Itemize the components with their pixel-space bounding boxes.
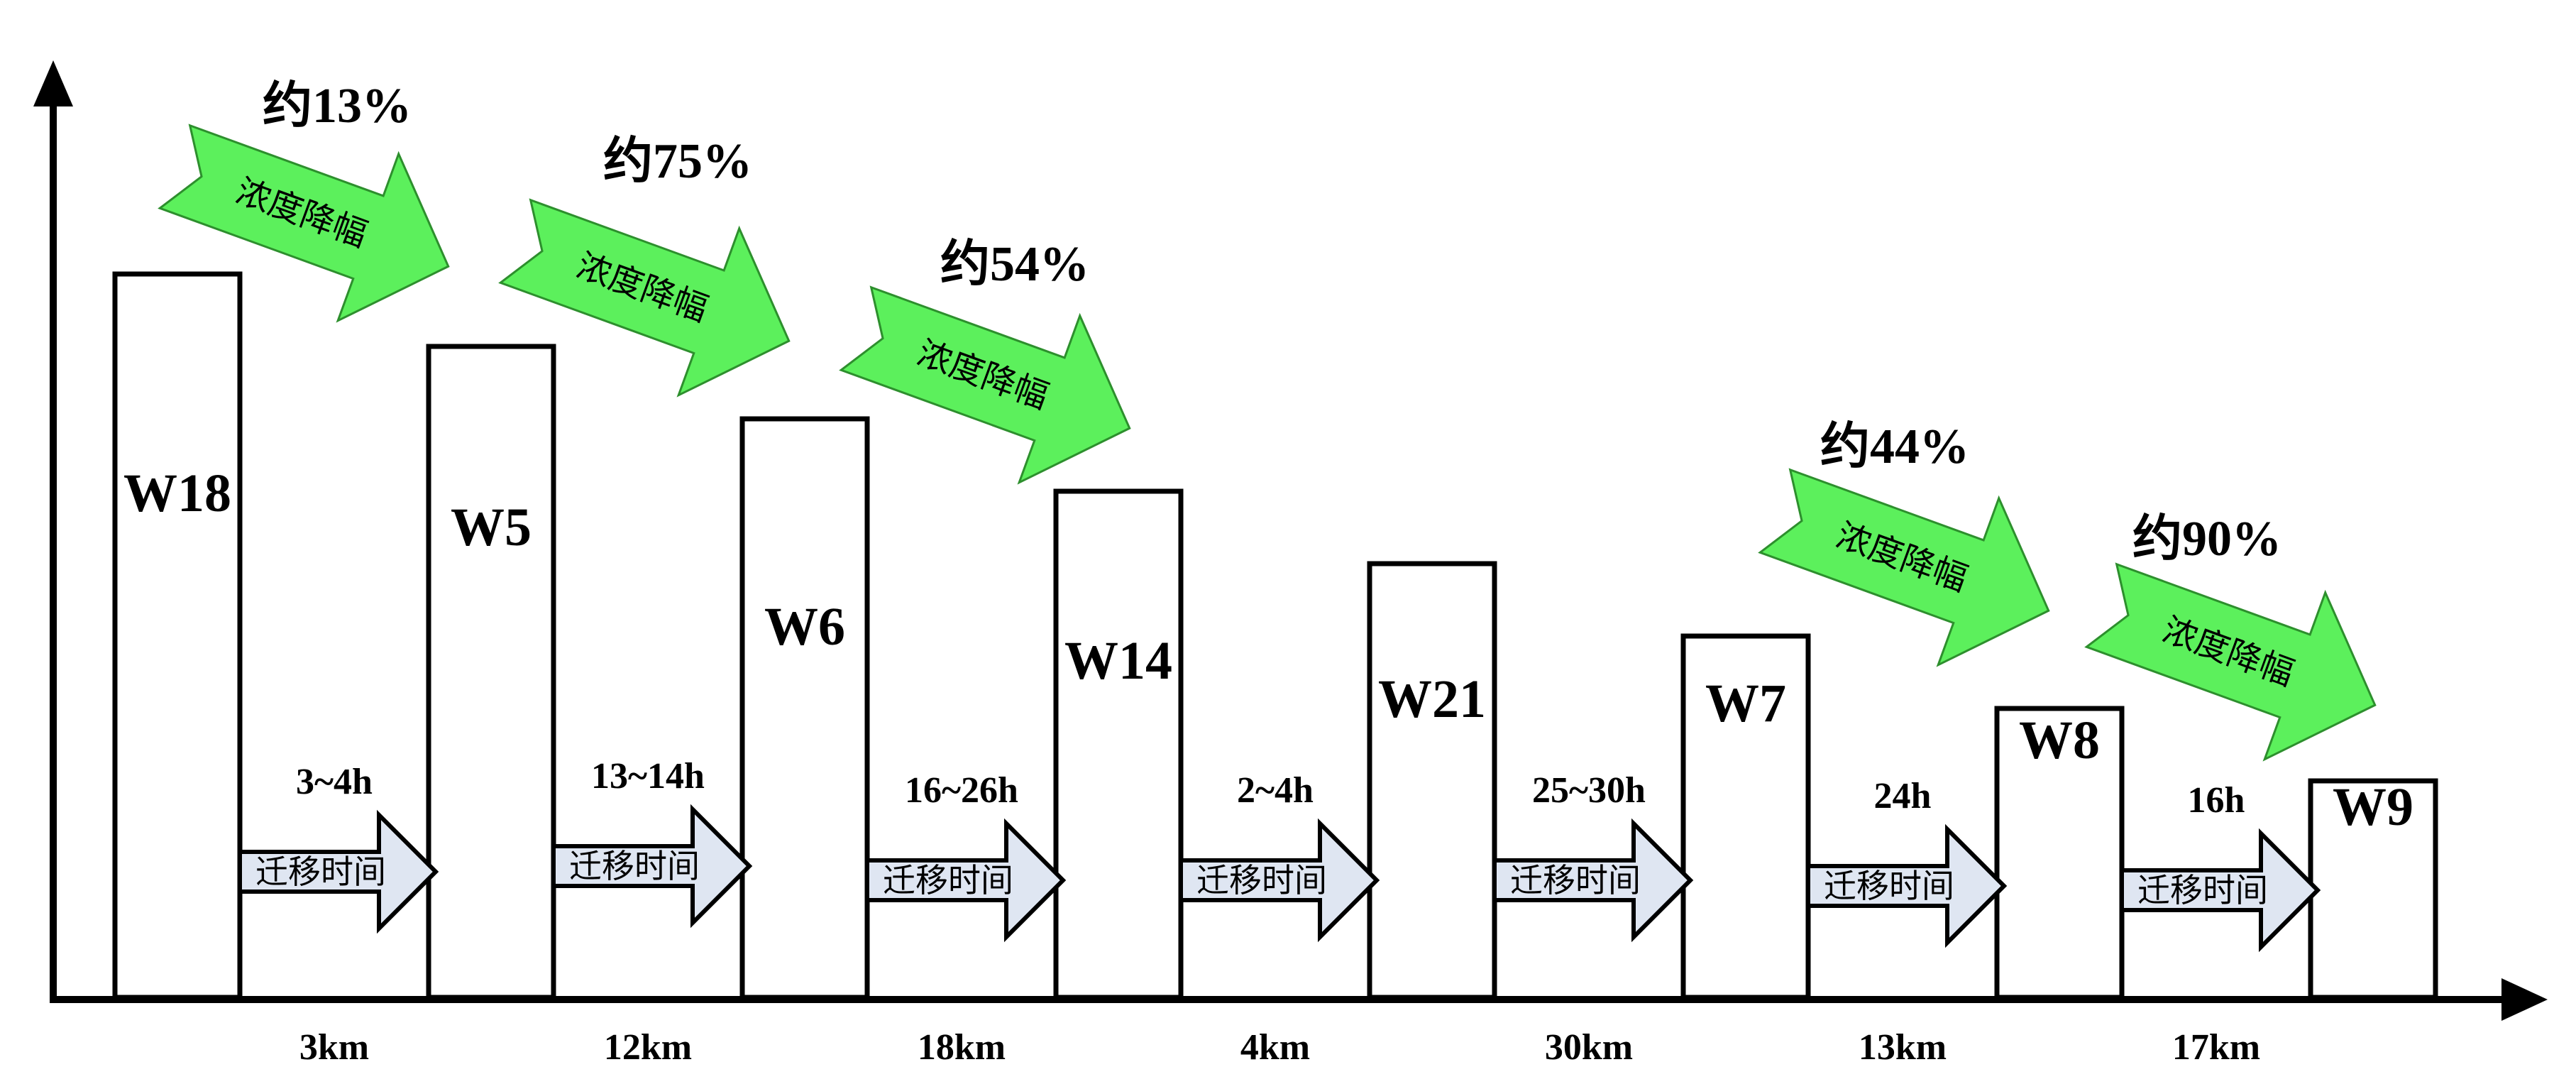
migration-time-arrow-label: 迁移时间 — [1824, 867, 1954, 905]
migration-time-arrow — [865, 818, 1067, 943]
migration-time-arrows — [238, 804, 2321, 953]
green-arrow-shape — [1758, 468, 2050, 667]
distance-label: 17km — [2172, 1027, 2260, 1068]
migration-time-arrow — [2120, 828, 2321, 953]
migration-time-arrow — [1179, 818, 1380, 943]
migration-time-label: 3~4h — [296, 762, 373, 802]
migration-time-arrow — [238, 809, 439, 934]
green-arrow-shape — [158, 124, 450, 323]
station-label: W6 — [764, 597, 845, 657]
concentration-reduction-arrow: 浓度降幅 — [839, 285, 1131, 485]
station-label: W14 — [1064, 631, 1172, 691]
station-label: W5 — [451, 498, 532, 557]
migration-time-arrow-label: 迁移时间 — [883, 861, 1013, 899]
station-label: W7 — [1705, 674, 1786, 733]
station-bar-w14 — [1053, 488, 1184, 1000]
x-axis-arrowhead — [2501, 978, 2548, 1021]
reduction-percent-label: 约75% — [603, 134, 752, 189]
migration-time-label: 24h — [1874, 776, 1932, 816]
station-bar-w9 — [2308, 778, 2438, 1000]
reduction-percent-label: 约90% — [2132, 512, 2281, 566]
station-bar-w21 — [1367, 561, 1497, 1000]
migration-time-label: 16h — [2188, 780, 2245, 821]
distance-label: 3km — [299, 1027, 369, 1068]
station-label: W9 — [2333, 777, 2413, 837]
green-arrow-shape — [2084, 562, 2377, 762]
distance-label: 4km — [1240, 1027, 1310, 1068]
reduction-percent-label: 约13% — [263, 79, 412, 133]
station-bar-w5 — [426, 344, 556, 1000]
concentration-reduction-arrow: 浓度降幅 — [1758, 468, 2050, 667]
y-axis-arrowhead — [33, 60, 73, 106]
migration-time-label: 13~14h — [591, 756, 705, 796]
migration-time-label: 16~26h — [905, 770, 1018, 811]
concentration-reduction-arrow: 浓度降幅 — [158, 124, 450, 323]
migration-time-arrow-label: 迁移时间 — [255, 853, 386, 891]
distance-label: 12km — [604, 1027, 692, 1068]
migration-time-arrow-label: 迁移时间 — [2137, 871, 2268, 909]
migration-time-arrow-label: 迁移时间 — [1196, 861, 1327, 899]
migration-time-arrow-label: 迁移时间 — [1510, 861, 1641, 899]
green-arrow-shape — [839, 285, 1131, 485]
distance-label: 30km — [1545, 1027, 1633, 1068]
station-label: W21 — [1378, 669, 1486, 729]
station-bar-w18 — [112, 271, 243, 1000]
distance-label: 13km — [1859, 1027, 1947, 1068]
migration-time-arrow — [1492, 818, 1694, 943]
migration-time-arrow — [1806, 823, 2008, 948]
station-bar-w7 — [1680, 633, 1811, 1000]
reduction-percent-label: 约54% — [940, 237, 1089, 292]
station-label: W18 — [123, 464, 231, 523]
station-bar-w8 — [1994, 706, 2125, 1000]
station-bars — [112, 271, 2438, 1000]
station-bar-w6 — [739, 416, 870, 1000]
green-arrow-shape — [498, 198, 791, 398]
labels: W18 W5 W6 W14 W21 W7 W8 W9 迁移时间 3~4h 3km 迁移时间 13~14h… — [123, 79, 2413, 1068]
migration-time-arrow-label: 迁移时间 — [569, 847, 700, 885]
concentration-reduction-arrow: 浓度降幅 — [498, 198, 791, 398]
migration-time-arrow — [551, 804, 753, 929]
distance-label: 18km — [918, 1027, 1006, 1068]
concentration-reduction-arrow: 浓度降幅 — [2084, 562, 2377, 762]
reduction-percent-label: 约44% — [1820, 420, 1969, 474]
migration-time-label: 25~30h — [1532, 770, 1646, 811]
migration-time-label: 2~4h — [1237, 770, 1314, 811]
station-label: W8 — [2019, 711, 2100, 770]
